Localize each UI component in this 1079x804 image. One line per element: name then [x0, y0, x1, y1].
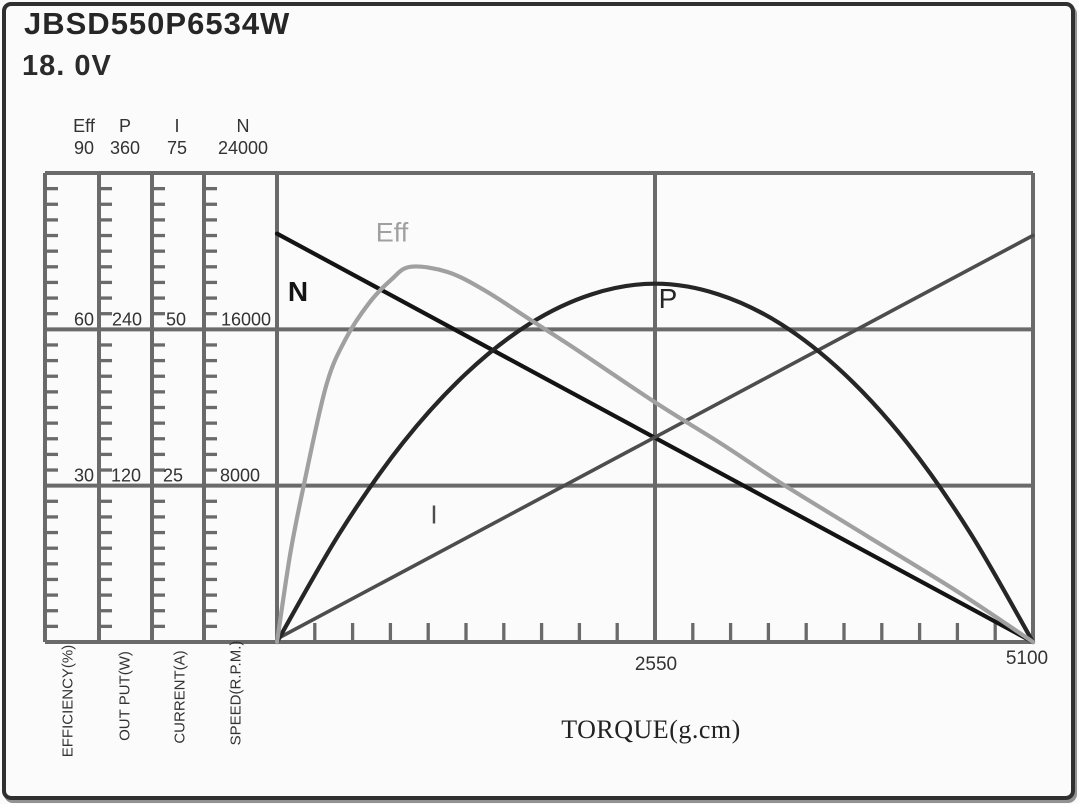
page-title: JBSD550P6534W [24, 6, 291, 41]
axis-name-eff: Eff [73, 116, 95, 136]
axis-name-p: P [118, 116, 132, 136]
axis-name-i: I [174, 116, 180, 136]
y-axis-title-current: CURRENT(A) [171, 650, 189, 744]
gridline-value-p-240: 240 [111, 309, 143, 330]
axis-header-efficiency: Eff 90 [73, 115, 95, 159]
curve-label-eff: Eff [375, 217, 409, 248]
gridline-value-n-8000: 8000 [219, 465, 261, 486]
curve-label-i: I [430, 499, 438, 530]
curve-label-p: P [658, 283, 678, 314]
y-axis-title-speed: SPEED(R.P.M.) [227, 640, 245, 746]
gridline-value-p-120: 120 [110, 465, 142, 486]
axis-top-value-eff: 90 [73, 138, 95, 158]
x-tick-2550: 2550 [634, 654, 678, 675]
gridline-value-eff-30: 30 [73, 465, 95, 486]
gridline-value-eff-60: 60 [73, 309, 95, 330]
x-tick-5100: 5100 [1005, 648, 1049, 669]
y-axis-title-efficiency: EFFICIENCY(%) [59, 644, 77, 758]
axis-top-value-n: 24000 [217, 138, 269, 158]
axis-header-speed: N 24000 [218, 115, 268, 159]
y-axis-title-output: OUT PUT(W) [116, 651, 134, 741]
curve-label-n: N [287, 276, 309, 307]
axis-name-n: N [236, 116, 250, 136]
gridline-value-n-16000: 16000 [220, 309, 272, 330]
axis-top-value-p: 360 [109, 138, 141, 158]
axis-top-value-i: 75 [166, 138, 188, 158]
x-axis-title: TORQUE(g.cm) [561, 715, 741, 744]
gridline-value-i-50: 50 [165, 309, 187, 330]
axis-header-current: I 75 [167, 115, 187, 159]
gridline-value-i-25: 25 [162, 465, 184, 486]
axis-header-power: P 360 [110, 115, 140, 159]
voltage-label: 18. 0V [22, 50, 112, 82]
